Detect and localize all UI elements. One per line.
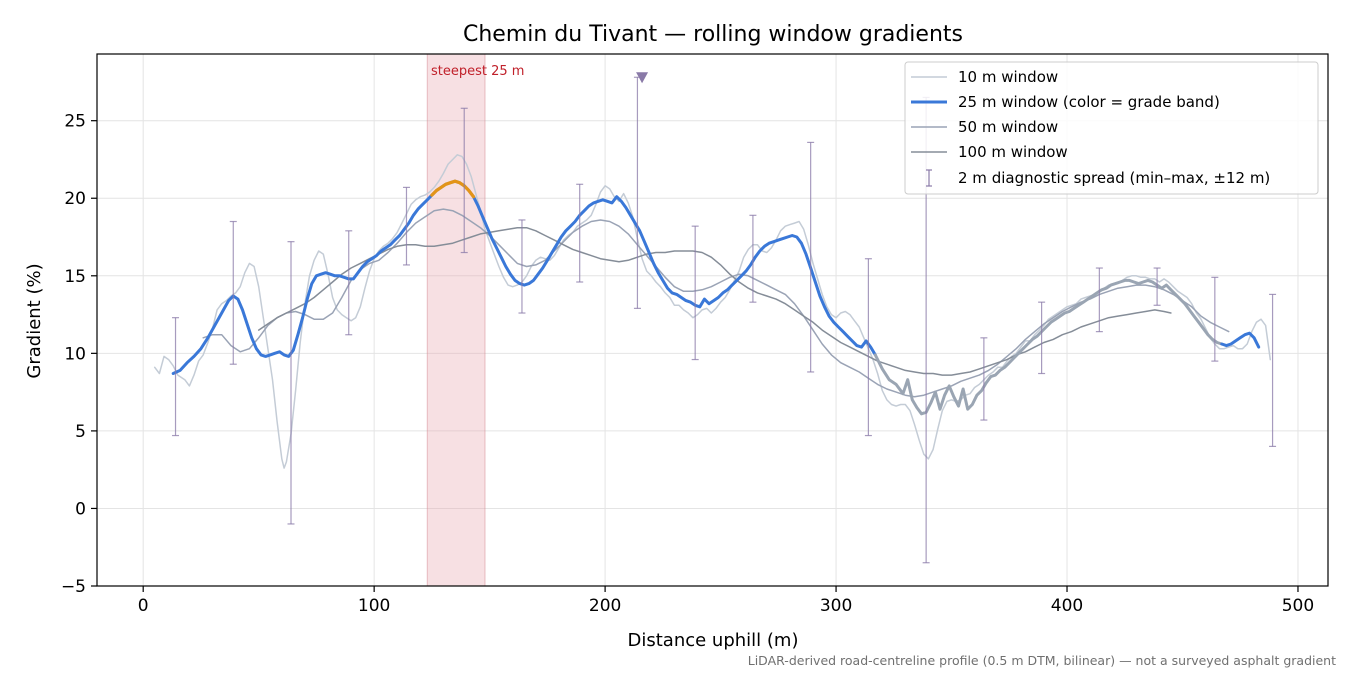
- error-bar: [287, 241, 295, 525]
- y-tick-label: 0: [75, 499, 86, 519]
- x-tick-label: 400: [1051, 596, 1083, 616]
- error-bar-layer: [172, 76, 1277, 564]
- error-bar: [691, 225, 699, 361]
- error-bar: [1095, 267, 1103, 333]
- legend-label-10m: 10 m window: [958, 68, 1058, 86]
- series-line-0: [153, 154, 1272, 469]
- y-tick-label: 20: [64, 189, 86, 209]
- x-tick-label: 300: [820, 596, 852, 616]
- legend-label-100m: 100 m window: [958, 143, 1068, 161]
- y-tick-label: −5: [61, 577, 86, 597]
- series-line-5: [257, 226, 1172, 376]
- series-line-1: [171, 179, 877, 375]
- error-bar: [1153, 267, 1161, 306]
- legend-box: [904, 61, 1319, 195]
- footnote: LiDAR-derived road-centreline profile (0…: [748, 653, 1336, 668]
- y-tick-label: 25: [64, 112, 86, 132]
- plot-frame: [96, 53, 1329, 587]
- legend-label-errorbar: 2 m diagnostic spread (min–max, ±12 m): [958, 169, 1270, 187]
- steepest-band: [426, 53, 486, 587]
- band-annotation: steepest 25 m: [431, 64, 524, 79]
- error-bar: [576, 183, 584, 283]
- error-bar: [1211, 276, 1219, 362]
- series-layer: [153, 154, 1272, 469]
- y-axis-label: Gradient (%): [24, 263, 45, 378]
- x-axis-label: Distance uphill (m): [628, 630, 799, 651]
- series-line-3: [1220, 331, 1261, 349]
- error-bar: [864, 258, 872, 437]
- legend-label-50m: 50 m window: [958, 118, 1058, 136]
- error-bar: [980, 337, 988, 421]
- series-line-2: [873, 278, 1224, 416]
- y-tick-label: 10: [64, 344, 86, 364]
- series-line-4: [202, 208, 1230, 398]
- max-marker: [636, 72, 649, 84]
- y-tick-label: 5: [75, 422, 86, 442]
- error-bar: [807, 141, 815, 373]
- marker-layer: [636, 72, 649, 84]
- x-tick-label: 0: [138, 596, 149, 616]
- legend-swatch-errorbar: [926, 169, 932, 187]
- steepest-band-layer: [426, 53, 486, 587]
- error-bar: [633, 76, 641, 309]
- x-tick-label: 500: [1282, 596, 1314, 616]
- error-bar: [402, 186, 410, 266]
- error-bar: [460, 107, 468, 254]
- error-bar: [172, 317, 180, 437]
- y-tick-label: 15: [64, 267, 86, 287]
- x-tick-label: 100: [358, 596, 390, 616]
- x-tick-label: 200: [589, 596, 621, 616]
- chart-title: Chemin du Tivant — rolling window gradie…: [463, 22, 963, 47]
- error-bar: [1269, 293, 1277, 448]
- error-bar: [518, 219, 526, 314]
- axis-ticks: 0 100 200 300 400 500 −5 0 5 10 15 20 25: [61, 112, 1314, 616]
- error-bar: [749, 214, 757, 303]
- grade-band-segment: [430, 179, 476, 199]
- error-bar: [229, 220, 237, 365]
- legend-label-25m: 25 m window (color = grade band): [958, 93, 1220, 111]
- legend: 10 m window 25 m window (color = grade b…: [904, 61, 1319, 195]
- error-bar: [345, 230, 353, 336]
- error-bar: [1038, 301, 1046, 375]
